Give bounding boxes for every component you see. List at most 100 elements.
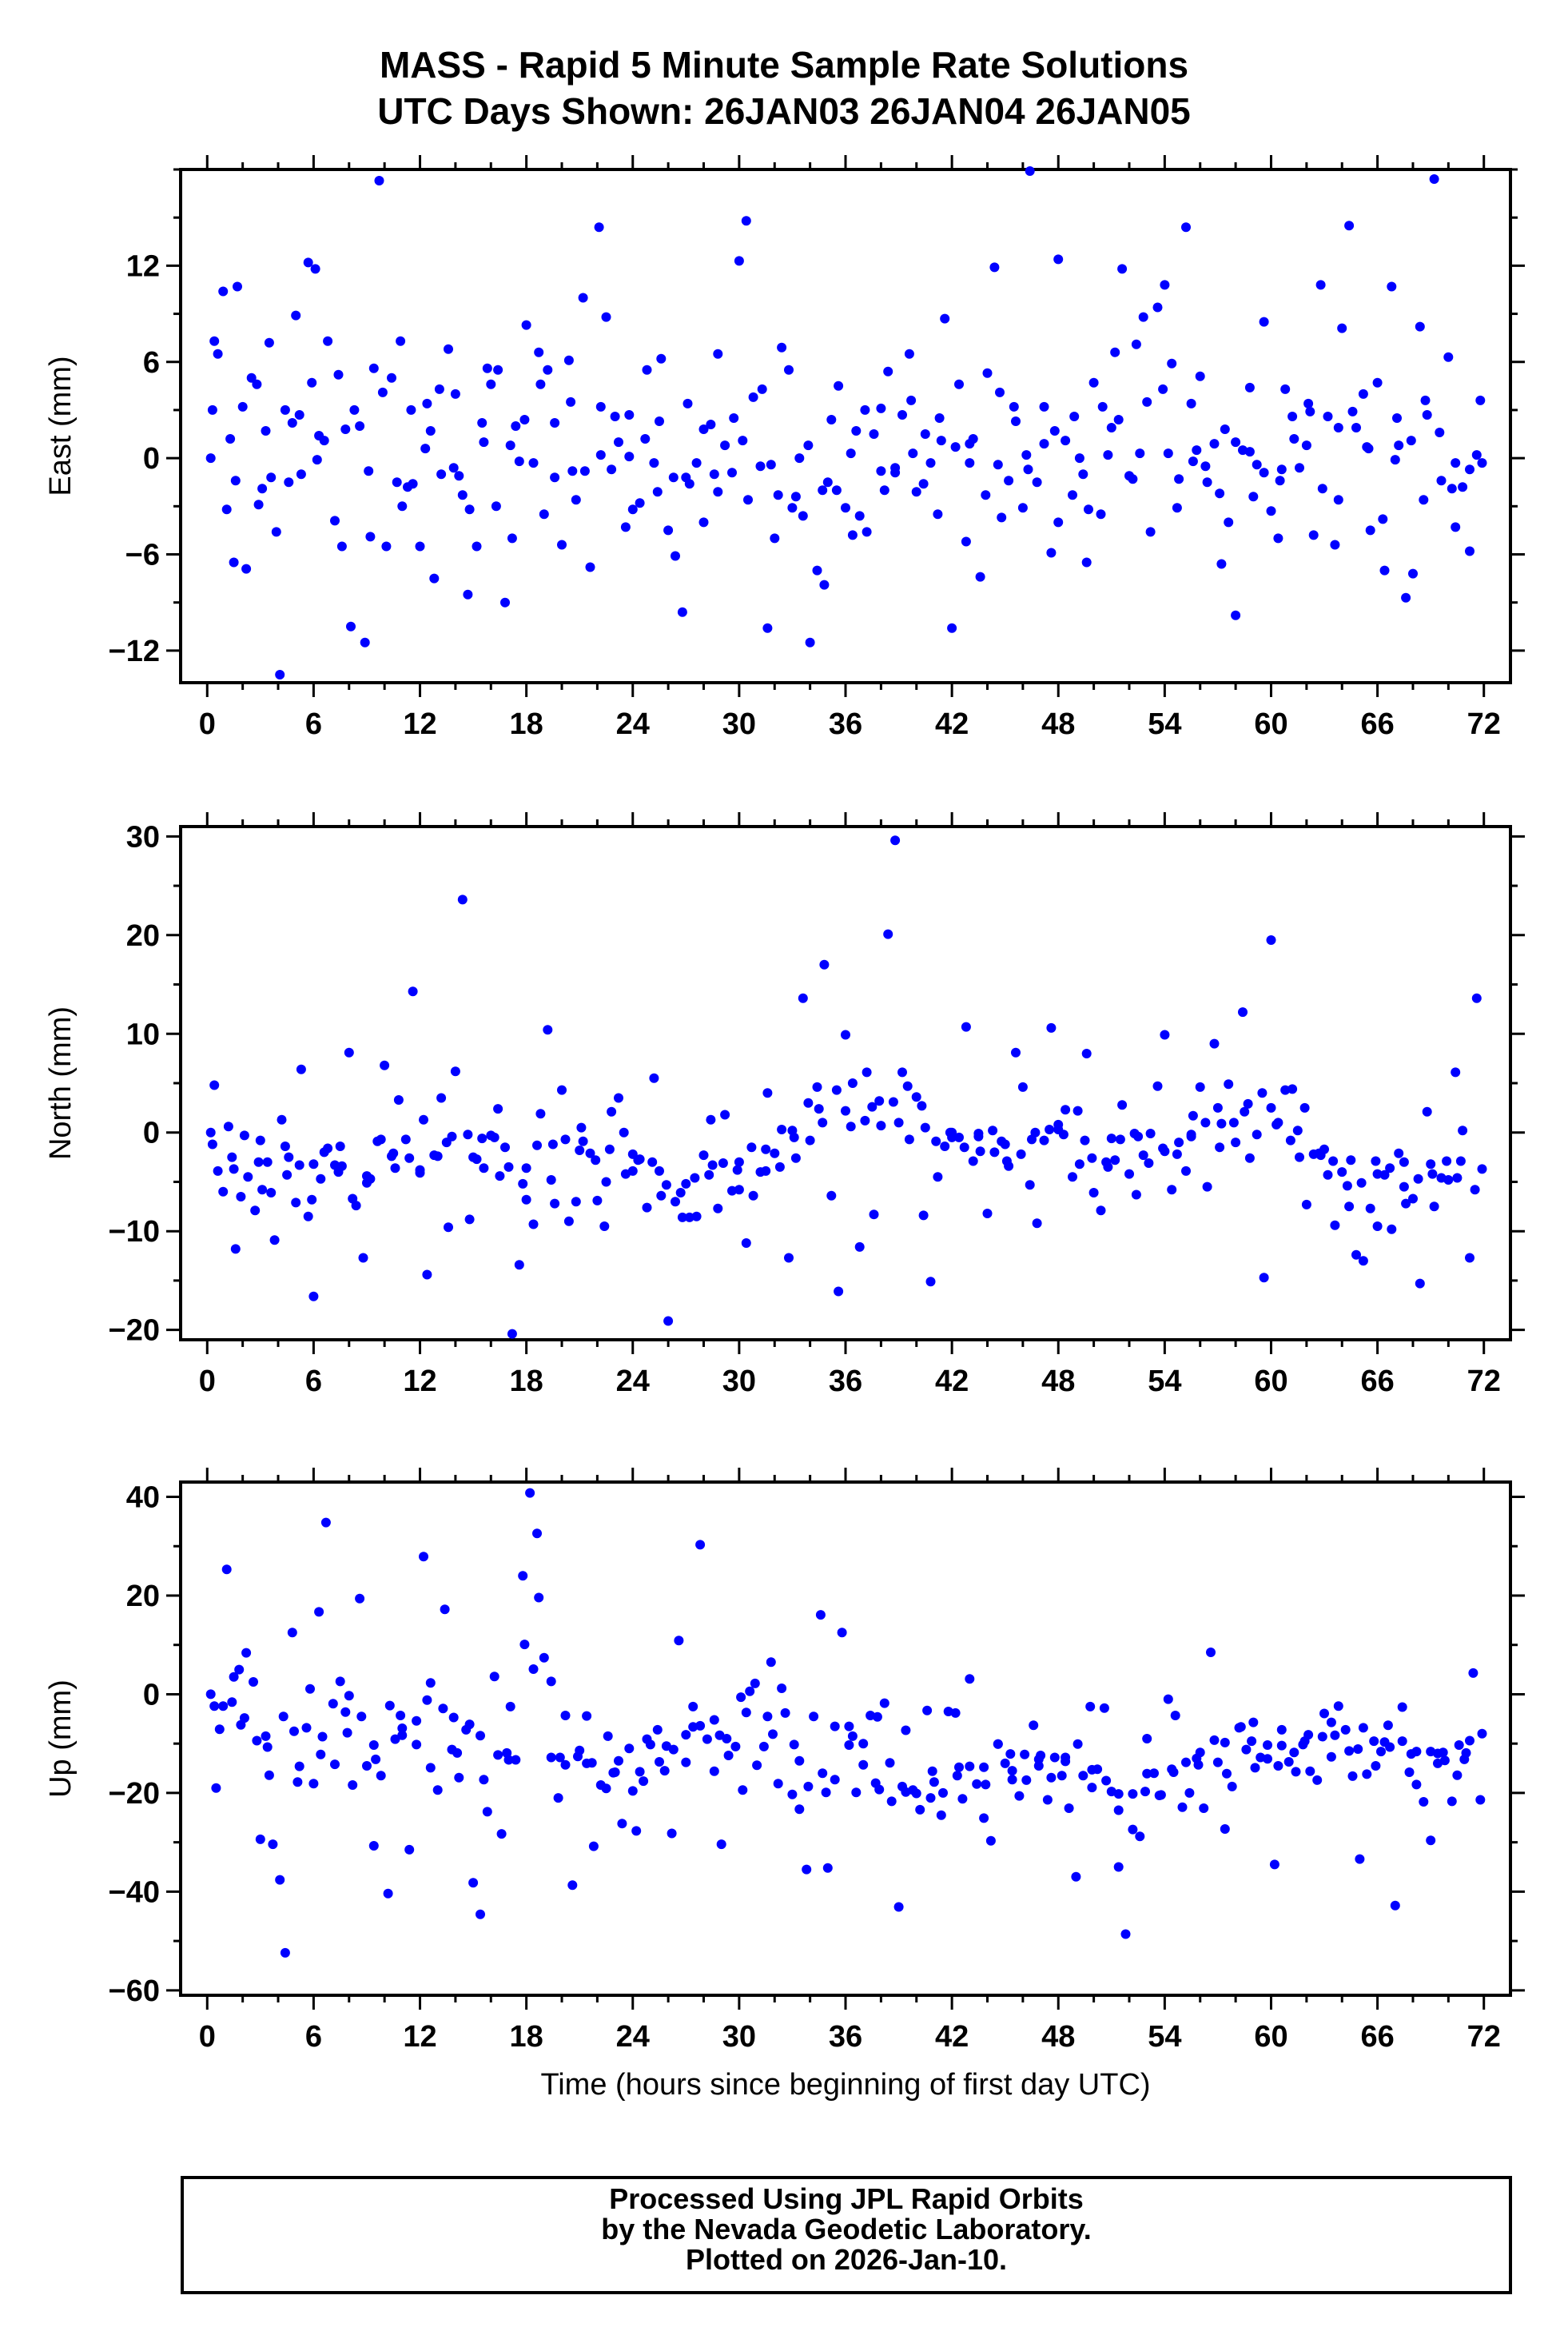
north-data-point [1337, 1167, 1347, 1177]
north-data-point [468, 1152, 479, 1162]
up-data-point [464, 1719, 475, 1730]
east-data-point [851, 426, 862, 436]
east-data-point [1068, 490, 1077, 500]
north-data-point [818, 1118, 828, 1128]
up-data-point [624, 1743, 635, 1754]
east-data-point [790, 492, 801, 502]
east-data-point [1392, 413, 1402, 423]
up-data-point [1209, 1735, 1220, 1745]
up-data-point [1411, 1779, 1422, 1790]
up-data-point [614, 1755, 623, 1766]
up-data-point [1248, 1717, 1259, 1727]
north-data-point [826, 1190, 837, 1201]
up-data-point [1477, 1728, 1487, 1739]
east-data-point [1276, 464, 1287, 475]
up-y-tick-label: −20 [109, 1777, 160, 1811]
north-data-point [576, 1122, 587, 1133]
north-data-point [591, 1155, 601, 1166]
north-data-point [911, 1092, 921, 1102]
north-data-point [1285, 1135, 1295, 1146]
north-data-point [940, 1142, 950, 1151]
east-data-point [567, 466, 578, 476]
north-data-point [655, 1166, 664, 1176]
up-data-point [952, 1771, 962, 1781]
north-data-point [841, 1030, 850, 1040]
east-data-point [770, 533, 780, 544]
north-data-point [1455, 1156, 1466, 1166]
north-data-point [239, 1130, 249, 1141]
up-data-point [1247, 1736, 1257, 1747]
north-data-point [720, 1110, 730, 1120]
north-data-point [419, 1114, 428, 1125]
up-data-point [275, 1875, 285, 1885]
up-data-point [1344, 1746, 1355, 1756]
east-data-point [519, 415, 530, 424]
up-data-point [1459, 1754, 1470, 1764]
up-data-point [879, 1698, 889, 1708]
east-data-point [253, 500, 264, 510]
up-data-point [588, 1841, 599, 1851]
east-data-point [1021, 450, 1032, 460]
east-data-point [1447, 484, 1457, 494]
north-data-point [477, 1134, 488, 1144]
north-data-point [888, 1097, 898, 1107]
up-data-point [1263, 1740, 1272, 1750]
up-y-tick-label: 20 [126, 1580, 160, 1613]
up-data-point [261, 1731, 271, 1741]
east-data-point [883, 366, 893, 377]
north-data-point [805, 1135, 815, 1146]
up-data-point [293, 1777, 303, 1787]
chart-title-line1: MASS - Rapid 5 Minute Sample Rate Soluti… [379, 44, 1189, 86]
east-data-point [691, 458, 702, 468]
north-data-point [1228, 1118, 1239, 1128]
up-data-point [1326, 1717, 1336, 1727]
up-data-point [1007, 1766, 1017, 1776]
up-data-point [893, 1902, 904, 1912]
up-data-point [412, 1739, 422, 1750]
east-data-point [1308, 530, 1319, 540]
east-data-point [1333, 495, 1343, 505]
up-data-point [1406, 1749, 1416, 1759]
north-data-point [1399, 1181, 1409, 1192]
east-data-point [291, 310, 301, 321]
east-data-point [464, 504, 475, 515]
north-data-point [1039, 1135, 1049, 1146]
up-data-point [1220, 1824, 1230, 1834]
up-data-point [750, 1678, 760, 1688]
up-data-point [709, 1715, 719, 1725]
east-data-point [879, 485, 889, 496]
up-data-point [301, 1723, 312, 1733]
north-data-point [227, 1152, 237, 1162]
up-data-point [1046, 1772, 1057, 1783]
north-x-tick-label: 6 [305, 1365, 322, 1398]
east-x-tick-label: 54 [1148, 707, 1181, 741]
east-data-point [1023, 464, 1033, 475]
up-data-point [714, 1730, 725, 1740]
up-data-point [1353, 1744, 1363, 1754]
up-data-point [218, 1701, 229, 1711]
up-y-tick-label: −60 [109, 1974, 160, 2008]
up-data-point [1128, 1789, 1138, 1799]
up-data-point [985, 1835, 996, 1846]
up-data-point [1154, 1791, 1164, 1800]
up-data-point [1120, 1929, 1131, 1939]
up-data-point [1199, 1803, 1209, 1813]
north-data-point [422, 1269, 432, 1280]
north-plot-frame [179, 825, 1512, 1341]
north-x-tick-label: 0 [199, 1365, 216, 1398]
east-data-point [743, 495, 753, 505]
east-x-tick-label: 18 [509, 707, 543, 741]
east-data-point [425, 426, 436, 436]
north-data-point [550, 1198, 560, 1209]
north-data-point [1115, 1134, 1125, 1145]
east-data-point [1117, 264, 1128, 274]
up-data-point [528, 1664, 539, 1674]
east-data-point [862, 527, 872, 537]
north-data-point [257, 1185, 268, 1195]
north-data-point [207, 1139, 217, 1150]
up-data-point [768, 1729, 778, 1739]
up-data-point [652, 1724, 663, 1735]
up-data-point [383, 1888, 393, 1899]
up-data-point [308, 1779, 319, 1789]
up-data-point [723, 1751, 734, 1760]
